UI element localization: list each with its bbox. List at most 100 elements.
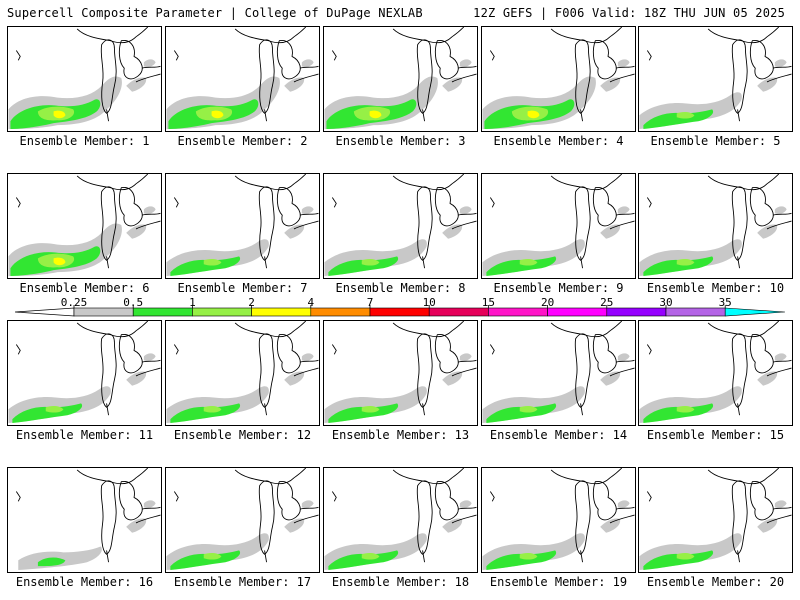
parameter-contour xyxy=(643,109,714,130)
colorbar: 0.25 0.5 1 2 4 7 10 15 20 25 30 35 xyxy=(15,297,785,321)
parameter-contour xyxy=(361,259,380,266)
member-map-svg xyxy=(482,468,635,571)
parameter-contour xyxy=(600,206,630,239)
coastline xyxy=(76,321,149,338)
member-label: Ensemble Member: 2 xyxy=(177,134,308,148)
member-map-svg xyxy=(8,174,161,277)
member-map-svg xyxy=(166,321,319,424)
coastline xyxy=(766,220,792,230)
coastline xyxy=(173,50,179,61)
parameter-contour xyxy=(126,500,156,533)
parameter-contour xyxy=(126,206,156,239)
coastline xyxy=(100,480,117,555)
parameter-contour xyxy=(361,553,380,560)
parameter-contour xyxy=(53,257,66,266)
parameter-contour xyxy=(676,259,695,266)
coastline xyxy=(173,344,179,355)
ensemble-member-map xyxy=(481,320,636,426)
ensemble-member-map xyxy=(165,173,320,279)
member-map-svg xyxy=(166,468,319,571)
parameter-contour xyxy=(12,403,83,424)
ensemble-member-map xyxy=(638,320,793,426)
member-map-svg xyxy=(166,27,319,130)
coastline xyxy=(550,27,623,44)
colorbar-arrow-low xyxy=(15,307,75,317)
parameter-contour xyxy=(600,59,630,92)
member-map-svg xyxy=(639,174,792,277)
coastline xyxy=(331,197,337,208)
coastline xyxy=(434,334,459,374)
coastline xyxy=(422,550,425,563)
coastline xyxy=(331,491,337,502)
coastline xyxy=(141,359,161,363)
coastline xyxy=(76,468,149,485)
coastline xyxy=(457,506,477,510)
coastline xyxy=(173,491,179,502)
ensemble-member-map xyxy=(7,467,162,573)
member-label: Ensemble Member: 17 xyxy=(173,575,312,589)
parameter-contour xyxy=(203,406,222,413)
colorbar-segment xyxy=(310,307,371,317)
parameter-contour xyxy=(284,500,314,533)
coastline xyxy=(141,506,161,510)
coastline xyxy=(457,65,477,69)
parameter-contour xyxy=(126,353,156,386)
coastline xyxy=(574,186,591,261)
parameter-contour xyxy=(442,206,472,239)
parameter-contour xyxy=(45,406,64,413)
colorbar-tick-label: 1 xyxy=(189,297,196,309)
colorbar-tick-label: 30 xyxy=(659,297,672,309)
coastline xyxy=(731,39,748,114)
member-map-svg xyxy=(482,27,635,130)
parameter-contour xyxy=(211,110,224,119)
coastline xyxy=(737,109,740,122)
coastline xyxy=(451,73,477,83)
coastline xyxy=(276,334,301,374)
coastline xyxy=(489,491,495,502)
coastline xyxy=(457,212,477,216)
coastline xyxy=(615,65,635,69)
coastline xyxy=(457,359,477,363)
coastline xyxy=(646,197,652,208)
coastline xyxy=(135,220,161,230)
colorbar-segment xyxy=(547,307,608,317)
coastline xyxy=(106,403,109,416)
colorbar-segment xyxy=(369,307,430,317)
colorbar-segment xyxy=(665,307,726,317)
coastline xyxy=(100,333,117,408)
coastline xyxy=(451,220,477,230)
member-map-svg xyxy=(324,321,477,424)
coastline xyxy=(592,481,617,521)
colorbar-segment xyxy=(192,307,252,317)
coastline xyxy=(118,334,143,374)
coastline xyxy=(731,186,748,261)
ensemble-member-map xyxy=(481,173,636,279)
coastline xyxy=(615,212,635,216)
parameter-contour xyxy=(676,406,695,413)
coastline xyxy=(264,109,267,122)
member-map-svg xyxy=(639,468,792,571)
member-map-svg xyxy=(324,468,477,571)
member-label: Ensemble Member: 12 xyxy=(173,428,312,442)
coastline xyxy=(15,491,21,502)
coastline xyxy=(416,39,433,114)
coastline xyxy=(749,187,774,227)
coastline xyxy=(106,109,109,122)
coastline xyxy=(592,187,617,227)
member-label: Ensemble Member: 19 xyxy=(489,575,628,589)
coastline xyxy=(550,321,623,338)
parameter-contour xyxy=(519,406,538,413)
parameter-contour xyxy=(519,259,538,266)
coastline xyxy=(264,256,267,269)
coastline xyxy=(580,109,583,122)
coastline xyxy=(135,514,161,524)
parameter-contour xyxy=(170,550,241,571)
member-map-svg xyxy=(639,27,792,130)
member-map-svg xyxy=(15,468,161,571)
coastline xyxy=(422,256,425,269)
colorbar-tick-label: 0.5 xyxy=(123,297,143,309)
coastline xyxy=(135,73,161,83)
member-label: Ensemble Member: 15 xyxy=(646,428,785,442)
colorbar-tick-label: 0.25 xyxy=(61,297,88,309)
coastline xyxy=(258,39,275,114)
